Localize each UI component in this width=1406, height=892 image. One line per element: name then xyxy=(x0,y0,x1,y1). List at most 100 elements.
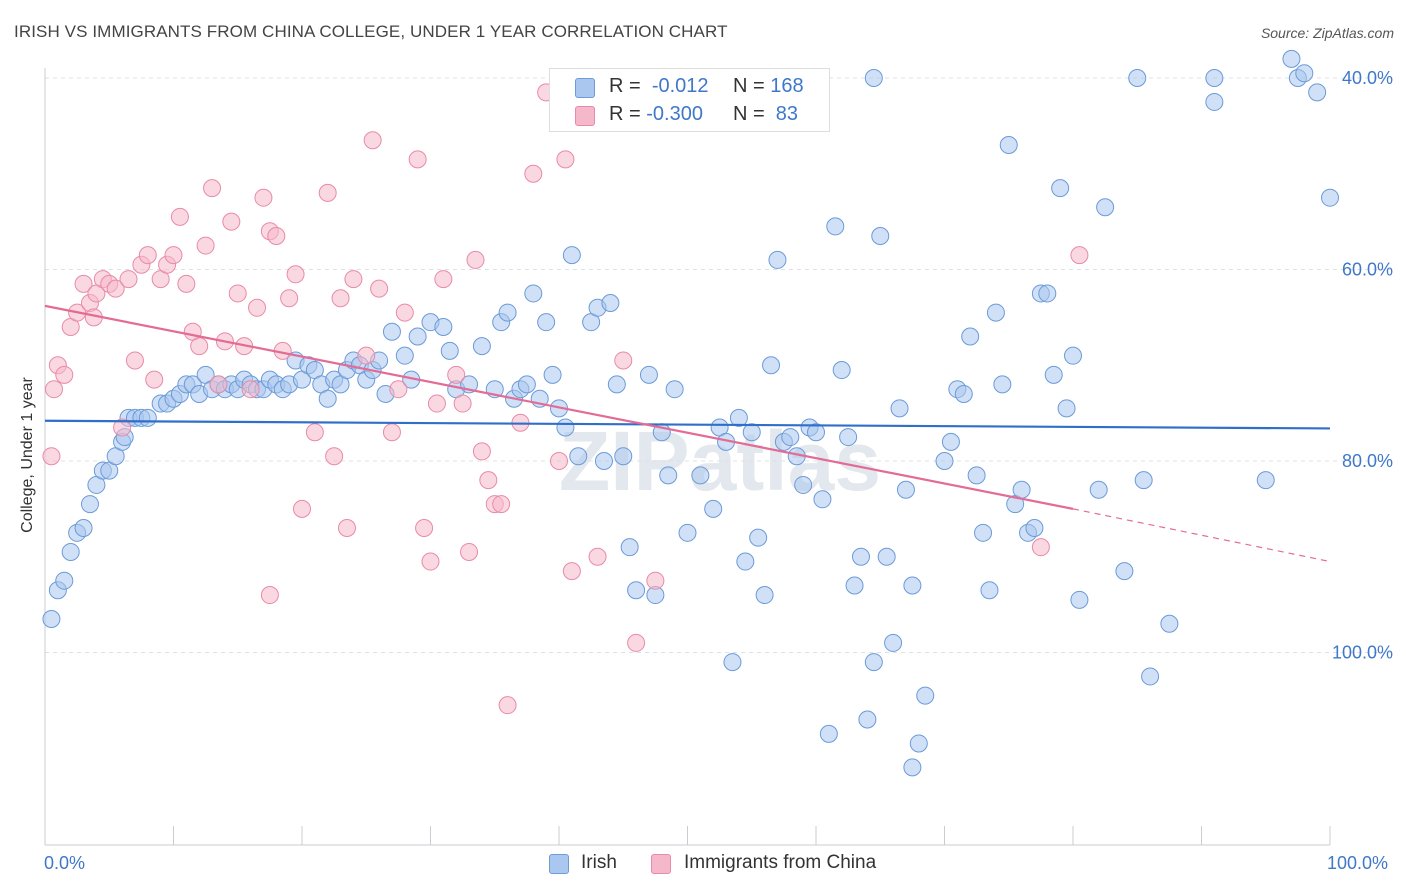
irish-point-69 xyxy=(524,284,543,303)
irish-point-130 xyxy=(954,384,973,403)
irish-point-74 xyxy=(556,418,575,437)
irish-point-132 xyxy=(967,466,986,485)
china-point-18 xyxy=(145,370,164,389)
chart-title: IRISH VS IMMIGRANTS FROM CHINA COLLEGE, … xyxy=(14,22,728,41)
china-point-25 xyxy=(190,337,209,356)
china-point-77 xyxy=(627,633,646,652)
irish-point-135 xyxy=(986,303,1005,322)
irish-point-71 xyxy=(537,313,556,332)
irish-point-163 xyxy=(1128,69,1147,87)
legend-r-irish: R = -0.012 xyxy=(609,75,709,97)
irish-point-136 xyxy=(993,375,1012,394)
china-point-78 xyxy=(646,571,665,590)
irish-point-76 xyxy=(569,447,588,466)
china-point-43 xyxy=(305,423,324,442)
x-axis-min-label: 0.0% xyxy=(44,853,86,873)
china-point-41 xyxy=(286,265,305,284)
irish-point-149 xyxy=(1089,480,1108,499)
china-point-12 xyxy=(106,279,125,298)
irish-point-154 xyxy=(1160,614,1179,633)
irish-point-54 xyxy=(395,346,414,365)
china-point-68 xyxy=(498,696,517,715)
china-point-28 xyxy=(209,375,228,394)
irish-point-156 xyxy=(1256,471,1275,490)
irish-point-157 xyxy=(1282,49,1301,68)
china-point-48 xyxy=(344,270,363,289)
irish-point-116 xyxy=(858,710,877,729)
irish-point-92 xyxy=(704,499,723,518)
irish-point-98 xyxy=(742,423,761,442)
y-tick-label-100: 40.0% xyxy=(1342,68,1393,88)
china-point-52 xyxy=(382,423,401,442)
china-point-3 xyxy=(55,365,74,384)
irish-point-104 xyxy=(781,428,800,447)
china-point-80 xyxy=(1070,246,1089,265)
irish-point-127 xyxy=(935,452,954,470)
irish-point-101 xyxy=(762,356,781,375)
china-point-51 xyxy=(370,279,389,298)
china-point-67 xyxy=(492,495,511,514)
china-point-47 xyxy=(337,519,356,538)
correlation-legend: R = -0.012 N = 168 R = -0.300 N = 83 xyxy=(549,68,830,132)
irish-point-118 xyxy=(871,226,890,245)
irish-point-89 xyxy=(665,380,684,399)
irish-point-120 xyxy=(884,633,903,652)
irish-point-155 xyxy=(1205,92,1224,111)
china-point-75 xyxy=(588,547,607,566)
irish-point-115 xyxy=(851,547,870,566)
china-point-54 xyxy=(395,303,414,322)
irish-point-123 xyxy=(903,576,922,595)
china-point-74 xyxy=(562,562,581,581)
irish-point-110 xyxy=(819,724,838,743)
irish-point-84 xyxy=(627,581,646,600)
irish-point-79 xyxy=(594,452,613,470)
china-point-23 xyxy=(177,274,196,293)
irish-point-58 xyxy=(434,317,453,336)
china-point-49 xyxy=(357,346,376,365)
china-point-21 xyxy=(164,246,183,265)
irish-point-90 xyxy=(678,523,697,542)
y-tick-label-40: 100.0% xyxy=(1332,643,1393,663)
china-point-50 xyxy=(363,131,382,150)
irish-point-65 xyxy=(498,303,517,322)
irish-point-160 xyxy=(1308,83,1327,102)
china-point-15 xyxy=(125,351,144,370)
irish-point-95 xyxy=(723,653,742,672)
china-point-76 xyxy=(614,351,633,370)
irish-point-162 xyxy=(864,69,883,87)
china-point-34 xyxy=(248,298,267,317)
china-point-27 xyxy=(203,179,222,198)
china-point-26 xyxy=(196,236,215,255)
irish-point-80 xyxy=(601,294,620,313)
irish-point-53 xyxy=(382,322,401,341)
china-point-64 xyxy=(472,442,491,461)
irish-point-16 xyxy=(138,408,157,427)
irish-point-82 xyxy=(614,447,633,466)
china-point-63 xyxy=(466,250,485,269)
irish-point-121 xyxy=(890,399,909,418)
china-point-56 xyxy=(415,519,434,538)
china-trend-line xyxy=(44,304,1074,510)
china-point-55 xyxy=(408,150,427,169)
irish-point-117 xyxy=(864,653,883,672)
irish-trend-line xyxy=(44,419,1331,430)
irish-point-146 xyxy=(1057,399,1076,418)
irish-point-151 xyxy=(1115,562,1134,581)
irish-point-137 xyxy=(999,136,1018,155)
china-point-17 xyxy=(138,246,157,265)
irish-point-152 xyxy=(1134,471,1153,490)
irish-point-106 xyxy=(794,475,813,494)
china-point-44 xyxy=(318,183,337,202)
china-point-79 xyxy=(1031,538,1050,557)
irish-point-128 xyxy=(941,432,960,451)
china-point-46 xyxy=(331,289,350,308)
legend-swatch-china xyxy=(575,106,595,126)
china-point-45 xyxy=(325,447,344,466)
chart-source: Source: ZipAtlas.com xyxy=(1260,25,1394,41)
irish-point-144 xyxy=(1044,365,1063,384)
legend-n-irish: N = 168 xyxy=(733,75,804,97)
bottom-legend-swatch-china xyxy=(651,854,671,874)
china-point-62 xyxy=(460,542,479,561)
legend-n-china: N = 83 xyxy=(733,103,799,125)
